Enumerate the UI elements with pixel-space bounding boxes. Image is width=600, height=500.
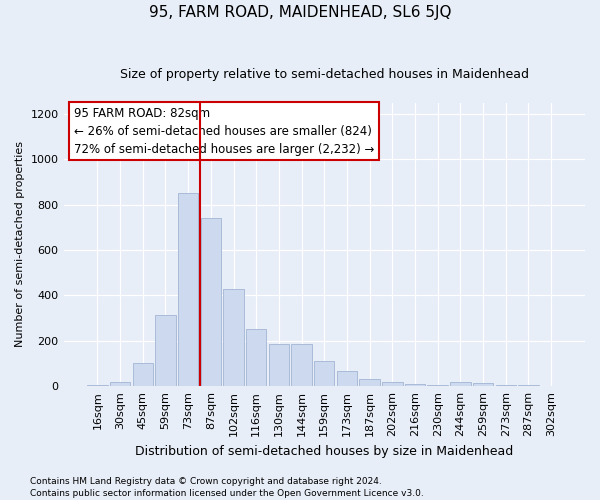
Bar [87,385,107,386]
Bar [359,380,380,386]
Bar [314,361,334,386]
Bar [292,344,312,386]
Bar [337,372,357,386]
Title: Size of property relative to semi-detached houses in Maidenhead: Size of property relative to semi-detach… [120,68,529,80]
Text: 95, FARM ROAD, MAIDENHEAD, SL6 5JQ: 95, FARM ROAD, MAIDENHEAD, SL6 5JQ [149,5,451,20]
Bar [246,330,266,386]
Bar [450,382,470,386]
Bar [427,385,448,386]
Bar [405,384,425,386]
Bar [200,218,221,386]
Bar [133,364,153,386]
Bar [110,382,130,386]
Y-axis label: Number of semi-detached properties: Number of semi-detached properties [15,142,25,348]
Bar [382,382,403,386]
Bar [269,344,289,386]
X-axis label: Distribution of semi-detached houses by size in Maidenhead: Distribution of semi-detached houses by … [135,444,514,458]
Bar [473,383,493,386]
Bar [496,385,516,386]
Text: 95 FARM ROAD: 82sqm
← 26% of semi-detached houses are smaller (824)
72% of semi-: 95 FARM ROAD: 82sqm ← 26% of semi-detach… [74,107,374,156]
Bar [178,194,199,386]
Bar [223,288,244,386]
Bar [155,314,176,386]
Bar [518,385,539,386]
Text: Contains HM Land Registry data © Crown copyright and database right 2024.
Contai: Contains HM Land Registry data © Crown c… [30,476,424,498]
